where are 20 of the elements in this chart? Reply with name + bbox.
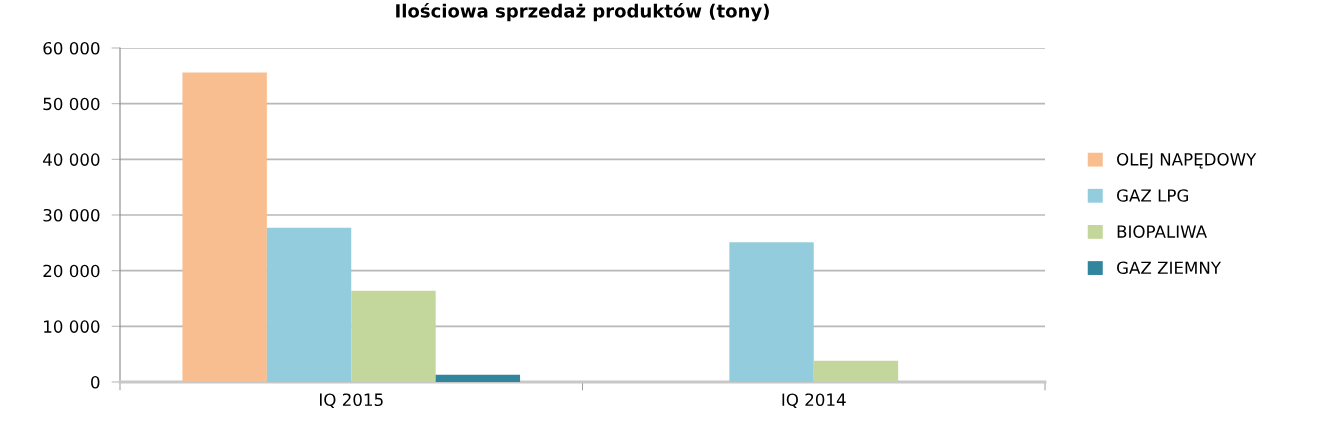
y-tick-label: 30 000 — [43, 208, 100, 222]
bar — [266, 227, 352, 382]
y-tick-label: 40 000 — [43, 153, 100, 166]
legend-label: GAZ LPG — [1117, 189, 1188, 202]
x-tick-label: IQ 2014 — [782, 393, 846, 408]
chart-title: Ilościowa sprzedaż produktów (tony) — [396, 3, 769, 22]
y-tick-label: 10 000 — [44, 320, 100, 333]
bar — [729, 242, 814, 382]
legend-label: BIOPALIWA — [1117, 225, 1207, 238]
legend-label: OLEJ NAPĘDOWY — [1117, 153, 1257, 169]
y-tick-label: 0 — [91, 375, 100, 389]
legend-label: GAZ ZIEMNY — [1117, 261, 1222, 275]
bar — [182, 72, 267, 382]
y-tick-label: 50 000 — [43, 97, 100, 111]
bar — [435, 374, 521, 382]
bar — [813, 360, 899, 382]
y-tick-label: 60 000 — [43, 41, 100, 55]
bar — [351, 290, 436, 382]
y-tick-label: 20 000 — [43, 264, 100, 278]
x-tick-label: IQ 2015 — [320, 393, 383, 408]
